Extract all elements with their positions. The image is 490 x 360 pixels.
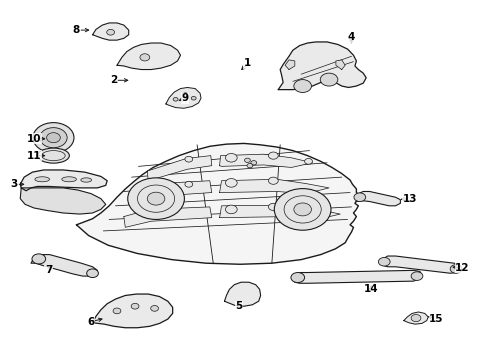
Polygon shape	[220, 205, 340, 220]
Text: 8: 8	[73, 25, 80, 35]
Text: 13: 13	[403, 194, 417, 204]
Circle shape	[113, 308, 121, 314]
Circle shape	[378, 257, 390, 266]
Circle shape	[32, 254, 46, 264]
Polygon shape	[356, 192, 400, 206]
Circle shape	[87, 269, 98, 278]
Circle shape	[411, 272, 423, 280]
Circle shape	[151, 306, 159, 311]
Circle shape	[320, 73, 338, 86]
Circle shape	[291, 273, 305, 283]
Circle shape	[274, 189, 331, 230]
Circle shape	[251, 161, 257, 165]
Polygon shape	[336, 60, 345, 69]
Polygon shape	[285, 60, 295, 69]
Circle shape	[354, 193, 366, 202]
Polygon shape	[124, 207, 212, 227]
Circle shape	[225, 179, 237, 187]
Circle shape	[140, 54, 150, 61]
Polygon shape	[20, 170, 107, 191]
Polygon shape	[220, 154, 313, 167]
Circle shape	[411, 315, 421, 321]
Circle shape	[173, 98, 178, 101]
Circle shape	[33, 123, 74, 153]
Polygon shape	[278, 42, 366, 90]
Circle shape	[269, 203, 278, 211]
Circle shape	[225, 205, 237, 214]
Text: 11: 11	[26, 150, 41, 161]
Polygon shape	[31, 255, 98, 276]
Circle shape	[305, 158, 313, 164]
Circle shape	[185, 181, 193, 187]
Circle shape	[450, 265, 462, 273]
Ellipse shape	[81, 178, 92, 182]
Polygon shape	[130, 181, 212, 205]
Circle shape	[40, 128, 67, 148]
Polygon shape	[93, 294, 172, 328]
Polygon shape	[20, 188, 106, 214]
Text: 10: 10	[26, 134, 41, 144]
Text: 4: 4	[348, 32, 355, 42]
Circle shape	[269, 177, 278, 184]
Text: 5: 5	[236, 301, 243, 311]
Circle shape	[269, 152, 278, 159]
Circle shape	[107, 30, 115, 35]
Circle shape	[131, 303, 139, 309]
Text: 9: 9	[182, 93, 189, 103]
Text: 15: 15	[429, 314, 444, 324]
Polygon shape	[166, 87, 201, 108]
Polygon shape	[117, 43, 180, 69]
Polygon shape	[224, 282, 261, 306]
Circle shape	[185, 156, 193, 162]
Circle shape	[294, 80, 312, 93]
Circle shape	[128, 178, 184, 220]
Circle shape	[47, 133, 60, 143]
Text: 2: 2	[110, 75, 118, 85]
Polygon shape	[381, 256, 461, 273]
Circle shape	[183, 93, 188, 96]
Text: 14: 14	[364, 284, 378, 294]
Circle shape	[147, 192, 165, 205]
Circle shape	[245, 158, 250, 162]
Polygon shape	[404, 312, 428, 324]
Polygon shape	[293, 270, 422, 283]
Text: 3: 3	[11, 179, 18, 189]
Ellipse shape	[38, 148, 70, 163]
Polygon shape	[220, 179, 329, 194]
Circle shape	[294, 203, 312, 216]
Text: 12: 12	[455, 263, 470, 273]
Text: 1: 1	[244, 58, 251, 68]
Text: 6: 6	[87, 317, 95, 327]
Ellipse shape	[62, 177, 76, 182]
Circle shape	[247, 163, 253, 168]
Polygon shape	[93, 23, 129, 40]
Ellipse shape	[35, 177, 49, 182]
Polygon shape	[147, 156, 212, 181]
Circle shape	[225, 153, 237, 162]
Polygon shape	[76, 143, 360, 264]
Text: 7: 7	[45, 265, 52, 275]
Circle shape	[191, 96, 196, 100]
